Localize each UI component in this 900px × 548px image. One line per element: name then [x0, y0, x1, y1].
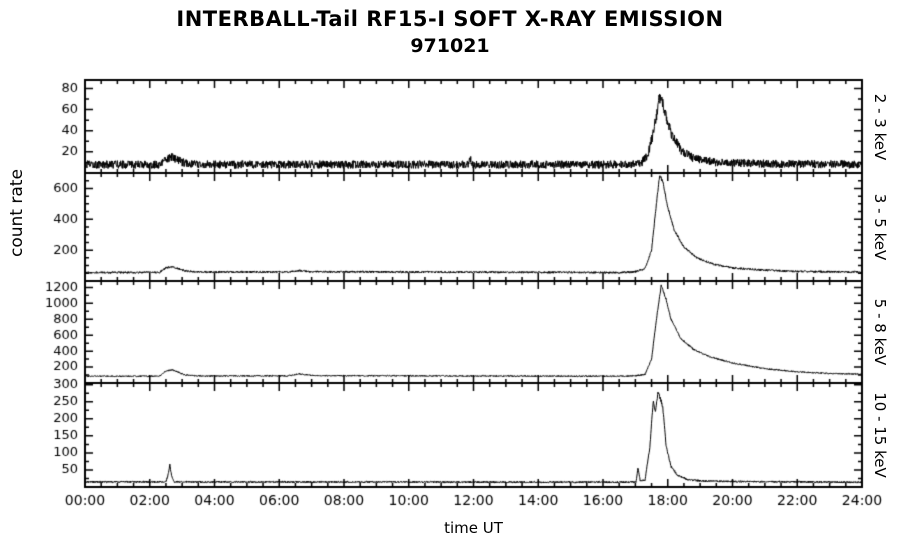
y-axis-label: count rate [7, 169, 27, 257]
band-label: 5 - 8 keV [871, 298, 889, 366]
band-label: 3 - 5 keV [871, 193, 889, 261]
figure-title: INTERBALL-Tail RF15-I SOFT X-RAY EMISSIO… [176, 7, 724, 31]
band-label: 2 - 3 keV [871, 93, 889, 160]
band-label: 10 - 15 keV [871, 392, 889, 478]
figure-subtitle: 971021 [410, 35, 490, 57]
x-axis-label: time UT [444, 519, 503, 537]
